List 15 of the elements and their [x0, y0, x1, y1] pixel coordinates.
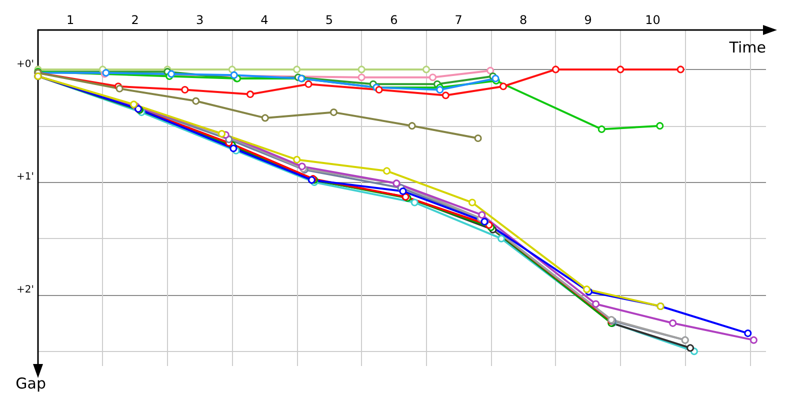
y-tick-label: +1' — [16, 172, 34, 183]
x-tick-label: 4 — [260, 13, 268, 27]
x-tick-label: 10 — [645, 13, 660, 27]
x-tick-label: 9 — [584, 13, 592, 27]
x-tick-label: 7 — [454, 13, 462, 27]
y-tick-label: +2' — [16, 284, 34, 296]
x-axis-title: Time — [728, 38, 766, 56]
x-tick-label: 2 — [131, 13, 139, 27]
x-tick-label: 6 — [390, 13, 398, 27]
x-tick-label: 5 — [325, 13, 334, 27]
y-axis-title: Gap — [16, 374, 46, 392]
x-tick-label: 3 — [196, 13, 204, 27]
y-tick-label: +0' — [16, 58, 34, 70]
x-tick-label: 1 — [66, 13, 74, 27]
x-tick-label: 8 — [520, 13, 528, 27]
